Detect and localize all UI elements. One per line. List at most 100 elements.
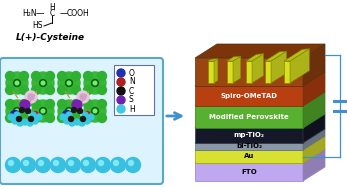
Text: C: C	[49, 9, 54, 19]
Polygon shape	[303, 44, 325, 86]
Text: O: O	[129, 68, 135, 77]
Circle shape	[117, 96, 125, 104]
Circle shape	[128, 160, 134, 166]
Polygon shape	[195, 150, 303, 163]
Circle shape	[82, 112, 88, 118]
Circle shape	[45, 71, 54, 81]
Circle shape	[117, 105, 125, 113]
Circle shape	[45, 85, 54, 94]
Circle shape	[6, 72, 28, 94]
Circle shape	[8, 114, 14, 120]
Text: S: S	[129, 95, 134, 105]
Polygon shape	[195, 149, 325, 163]
Circle shape	[69, 120, 75, 126]
Circle shape	[66, 108, 73, 115]
Circle shape	[32, 85, 41, 94]
Polygon shape	[303, 92, 325, 128]
Circle shape	[6, 157, 20, 173]
Text: —: —	[60, 9, 68, 19]
Circle shape	[92, 80, 99, 87]
Polygon shape	[252, 54, 264, 83]
Text: bl-TiO₂: bl-TiO₂	[236, 143, 262, 149]
Circle shape	[32, 72, 54, 94]
Circle shape	[41, 81, 45, 85]
Circle shape	[6, 85, 15, 94]
Polygon shape	[303, 114, 325, 143]
Circle shape	[71, 99, 81, 108]
Circle shape	[117, 78, 125, 86]
Text: COOH: COOH	[67, 9, 90, 19]
Circle shape	[12, 118, 18, 124]
FancyBboxPatch shape	[0, 58, 163, 184]
Circle shape	[84, 114, 93, 122]
Circle shape	[19, 71, 28, 81]
Text: H: H	[129, 105, 135, 114]
Circle shape	[58, 114, 67, 122]
Polygon shape	[195, 58, 303, 86]
Polygon shape	[195, 136, 325, 150]
Circle shape	[117, 69, 125, 77]
Polygon shape	[233, 56, 241, 83]
Polygon shape	[246, 61, 252, 83]
Text: FTO: FTO	[241, 169, 257, 175]
Circle shape	[32, 99, 41, 108]
Polygon shape	[195, 106, 303, 128]
Circle shape	[71, 85, 81, 94]
Circle shape	[71, 114, 81, 122]
Circle shape	[30, 112, 36, 118]
Circle shape	[93, 109, 97, 113]
Polygon shape	[195, 92, 325, 106]
Circle shape	[81, 116, 85, 122]
Circle shape	[72, 100, 82, 110]
Circle shape	[58, 72, 80, 94]
Circle shape	[36, 114, 42, 120]
Circle shape	[35, 157, 51, 173]
Polygon shape	[227, 61, 233, 83]
Text: Spiro-OMeTAD: Spiro-OMeTAD	[220, 93, 278, 99]
Circle shape	[84, 99, 93, 108]
Circle shape	[58, 85, 67, 94]
Polygon shape	[265, 51, 287, 61]
Text: L(+)-Cysteine: L(+)-Cysteine	[15, 33, 85, 42]
Circle shape	[80, 94, 86, 100]
Polygon shape	[246, 54, 264, 61]
Circle shape	[8, 160, 14, 166]
Circle shape	[51, 157, 66, 173]
Circle shape	[20, 157, 35, 173]
Circle shape	[41, 109, 45, 113]
Circle shape	[88, 114, 94, 120]
Circle shape	[22, 119, 28, 125]
Circle shape	[71, 108, 76, 112]
Circle shape	[32, 100, 54, 122]
Circle shape	[45, 99, 54, 108]
Polygon shape	[208, 61, 214, 83]
Circle shape	[20, 100, 30, 110]
Polygon shape	[195, 143, 303, 150]
Circle shape	[60, 114, 66, 120]
Text: C: C	[129, 87, 134, 95]
Text: Modified Perovskite: Modified Perovskite	[209, 114, 289, 120]
Polygon shape	[195, 128, 303, 143]
Circle shape	[10, 111, 19, 119]
Circle shape	[32, 118, 38, 124]
Text: Au: Au	[244, 153, 254, 160]
Circle shape	[98, 114, 107, 122]
Circle shape	[15, 81, 19, 85]
Circle shape	[93, 81, 97, 85]
Circle shape	[40, 108, 46, 115]
Circle shape	[24, 160, 28, 166]
Circle shape	[67, 81, 71, 85]
Circle shape	[53, 160, 59, 166]
Circle shape	[14, 108, 20, 115]
Circle shape	[126, 157, 141, 173]
Circle shape	[113, 160, 118, 166]
Polygon shape	[290, 49, 310, 83]
Polygon shape	[195, 129, 325, 143]
Text: HS: HS	[33, 22, 43, 30]
Circle shape	[17, 120, 23, 126]
Circle shape	[110, 157, 126, 173]
Circle shape	[84, 118, 90, 124]
Polygon shape	[214, 59, 218, 83]
Circle shape	[77, 108, 83, 114]
Polygon shape	[195, 44, 325, 58]
